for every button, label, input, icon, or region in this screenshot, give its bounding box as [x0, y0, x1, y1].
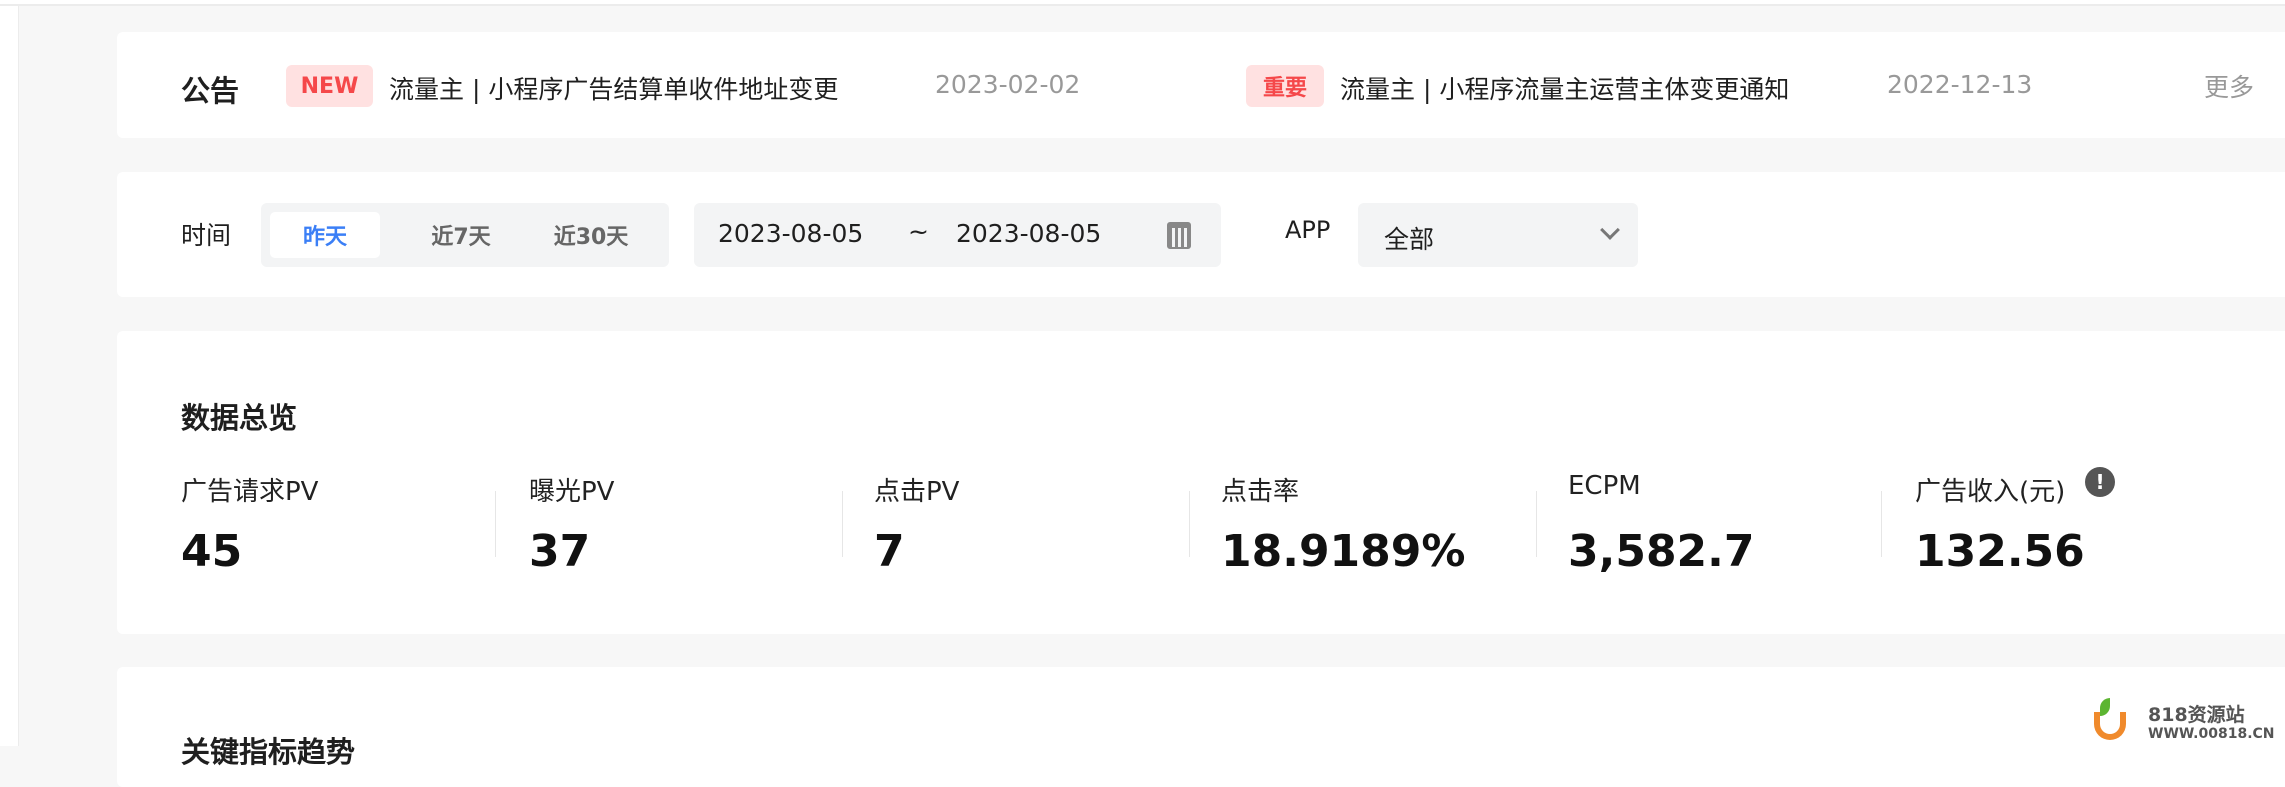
trend-title: 关键指标趋势	[181, 735, 356, 769]
calendar-icon[interactable]	[1167, 222, 1191, 249]
date-separator: ~	[908, 217, 929, 246]
stat-value-ctr: 18.9189%	[1221, 526, 1466, 577]
stat-value-ecpm: 3,582.7	[1568, 526, 1755, 577]
end-date[interactable]: 2023-08-05	[956, 219, 1102, 248]
sidebar-edge	[0, 6, 19, 746]
filter-card: 时间 昨天 近7天 近30天 2023-08-05 ~ 2023-08-05 A…	[117, 172, 2285, 297]
tab-yesterday[interactable]: 昨天	[270, 212, 380, 258]
divider	[842, 491, 843, 557]
stat-value-requests: 45	[181, 526, 243, 577]
new-badge: NEW	[286, 65, 373, 107]
stat-label-revenue: 广告收入(元)	[1915, 477, 2066, 507]
announcement-date-2: 2022-12-13	[1887, 70, 2033, 99]
stat-label-requests: 广告请求PV	[181, 477, 319, 507]
divider	[1536, 491, 1537, 557]
app-select[interactable]: 全部	[1358, 203, 1638, 267]
date-range-picker[interactable]: 2023-08-05 ~ 2023-08-05	[694, 203, 1221, 267]
stat-label-ecpm: ECPM	[1568, 471, 1641, 501]
stat-label-ctr: 点击率	[1221, 477, 1300, 507]
info-icon[interactable]: !	[2085, 467, 2115, 497]
time-label: 时间	[181, 221, 232, 250]
announcement-date-1: 2023-02-02	[935, 70, 1081, 99]
announcement-link-2[interactable]: 流量主 | 小程序流量主运营主体变更通知	[1340, 75, 1790, 104]
stat-value-impressions: 37	[529, 526, 591, 577]
app-select-value: 全部	[1384, 225, 1435, 254]
watermark-url: WWW.00818.CN	[2148, 726, 2275, 742]
tab-last-7-days[interactable]: 近7天	[431, 225, 491, 250]
trend-card: 关键指标趋势	[117, 667, 2285, 787]
top-bar	[0, 0, 2285, 6]
important-badge: 重要	[1246, 65, 1324, 107]
start-date[interactable]: 2023-08-05	[718, 219, 864, 248]
announcement-title: 公告	[181, 74, 240, 108]
watermark-name: 818资源站	[2148, 704, 2245, 726]
app-label: APP	[1285, 216, 1331, 244]
watermark-logo	[2090, 698, 2130, 742]
overview-title: 数据总览	[181, 401, 298, 435]
divider	[1189, 491, 1190, 557]
overview-card: 数据总览 广告请求PV 45 曝光PV 37 点击PV 7 点击率 18.918…	[117, 331, 2285, 634]
more-link[interactable]: 更多	[2204, 73, 2255, 102]
divider	[1881, 491, 1882, 557]
stat-label-clicks: 点击PV	[874, 477, 960, 507]
stat-value-revenue: 132.56	[1915, 526, 2085, 577]
stat-value-clicks: 7	[874, 526, 905, 577]
stat-label-impressions: 曝光PV	[529, 477, 615, 507]
chevron-down-icon	[1600, 220, 1620, 240]
announcement-card: 公告 NEW 流量主 | 小程序广告结算单收件地址变更 2023-02-02 重…	[117, 32, 2285, 138]
divider	[495, 491, 496, 557]
announcement-link-1[interactable]: 流量主 | 小程序广告结算单收件地址变更	[389, 75, 839, 104]
range-segmented: 昨天 近7天 近30天	[261, 203, 669, 267]
tab-last-30-days[interactable]: 近30天	[553, 225, 629, 250]
